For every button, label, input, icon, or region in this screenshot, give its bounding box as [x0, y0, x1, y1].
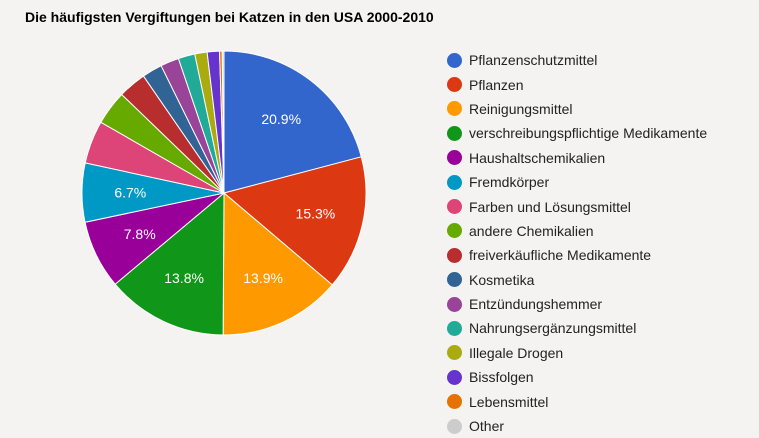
legend-dot-icon	[447, 150, 462, 166]
pie-slice-15[interactable]	[221, 50, 225, 194]
pie-slice-0[interactable]	[223, 50, 362, 194]
legend-item[interactable]: Fremdkörper	[446, 170, 707, 194]
slice-label: 15.3%	[296, 206, 336, 222]
legend-dot-icon	[447, 101, 462, 117]
legend-dot-icon	[447, 247, 462, 263]
legend-item[interactable]: Other	[446, 414, 707, 438]
legend-item[interactable]: Reinigungsmittel	[446, 97, 707, 121]
slice-label: 6.7%	[114, 185, 146, 201]
legend-label: Fremdkörper	[469, 174, 550, 191]
legend-label: Pflanzenschutzmittel	[469, 52, 598, 69]
legend-item[interactable]: Nahrungsergänzungsmittel	[446, 316, 707, 340]
chart-title: Die häufigsten Vergiftungen bei Katzen i…	[25, 9, 434, 25]
legend-dot-icon	[447, 418, 462, 434]
legend-item[interactable]: Kosmetika	[446, 268, 707, 292]
legend-item[interactable]: Entzündungshemmer	[446, 292, 707, 316]
legend-item[interactable]: Haushaltschemikalien	[446, 146, 707, 170]
legend-label: Nahrungsergänzungsmittel	[469, 320, 637, 337]
legend-label: Farben und Lösungsmittel	[469, 198, 631, 215]
pie-slice-2[interactable]	[222, 191, 333, 336]
legend-label: verschreibungspflichtige Medikamente	[469, 125, 708, 142]
legend-dot-icon	[447, 345, 462, 361]
pie-slice-3[interactable]	[114, 191, 225, 336]
pie-slice-1[interactable]	[222, 156, 367, 286]
legend-item[interactable]: Bissfolgen	[446, 365, 707, 389]
pie-chart: 20.9% 15.3% 13.9% 13.8% 7.8% 6.7%	[81, 50, 367, 336]
legend-label: freiverkäufliche Medikamente	[469, 247, 652, 264]
legend-dot-icon	[447, 394, 462, 410]
legend-label: Kosmetika	[469, 271, 535, 288]
legend-dot-icon	[447, 125, 462, 141]
legend-dot-icon	[447, 320, 462, 336]
legend-item[interactable]: Illegale Drogen	[446, 341, 707, 365]
slice-label: 20.9%	[261, 111, 301, 127]
legend-label: Entzündungshemmer	[469, 296, 603, 313]
legend-label: Bissfolgen	[469, 369, 534, 386]
legend-label: Pflanzen	[469, 76, 524, 93]
legend-label: Lebensmittel	[469, 393, 549, 410]
legend-dot-icon	[447, 272, 462, 288]
slice-label: 13.8%	[164, 270, 204, 286]
legend-item[interactable]: verschreibungspflichtige Medikamente	[446, 121, 707, 145]
legend-dot-icon	[447, 296, 462, 312]
slice-label: 13.9%	[243, 270, 283, 286]
slice-label: 7.8%	[124, 226, 156, 242]
legend-item[interactable]: andere Chemikalien	[446, 219, 707, 243]
legend-label: Reinigungsmittel	[469, 100, 573, 117]
legend-item[interactable]: freiverkäufliche Medikamente	[446, 243, 707, 267]
legend-label: Other	[469, 418, 505, 435]
legend-label: Illegale Drogen	[469, 344, 564, 361]
legend-item[interactable]: Pflanzen	[446, 72, 707, 96]
legend: Pflanzenschutzmittel Pflanzen Reinigungsmi…	[446, 48, 707, 438]
legend-dot-icon	[447, 174, 462, 190]
legend-dot-icon	[447, 199, 462, 215]
legend-item[interactable]: Farben und Lösungsmittel	[446, 194, 707, 218]
legend-label: Haushaltschemikalien	[469, 149, 606, 166]
legend-dot-icon	[447, 52, 462, 68]
legend-dot-icon	[447, 77, 462, 93]
legend-item[interactable]: Pflanzenschutzmittel	[446, 48, 707, 72]
legend-dot-icon	[447, 369, 462, 385]
legend-dot-icon	[447, 223, 462, 239]
legend-item[interactable]: Lebensmittel	[446, 389, 707, 413]
legend-label: andere Chemikalien	[469, 222, 594, 239]
